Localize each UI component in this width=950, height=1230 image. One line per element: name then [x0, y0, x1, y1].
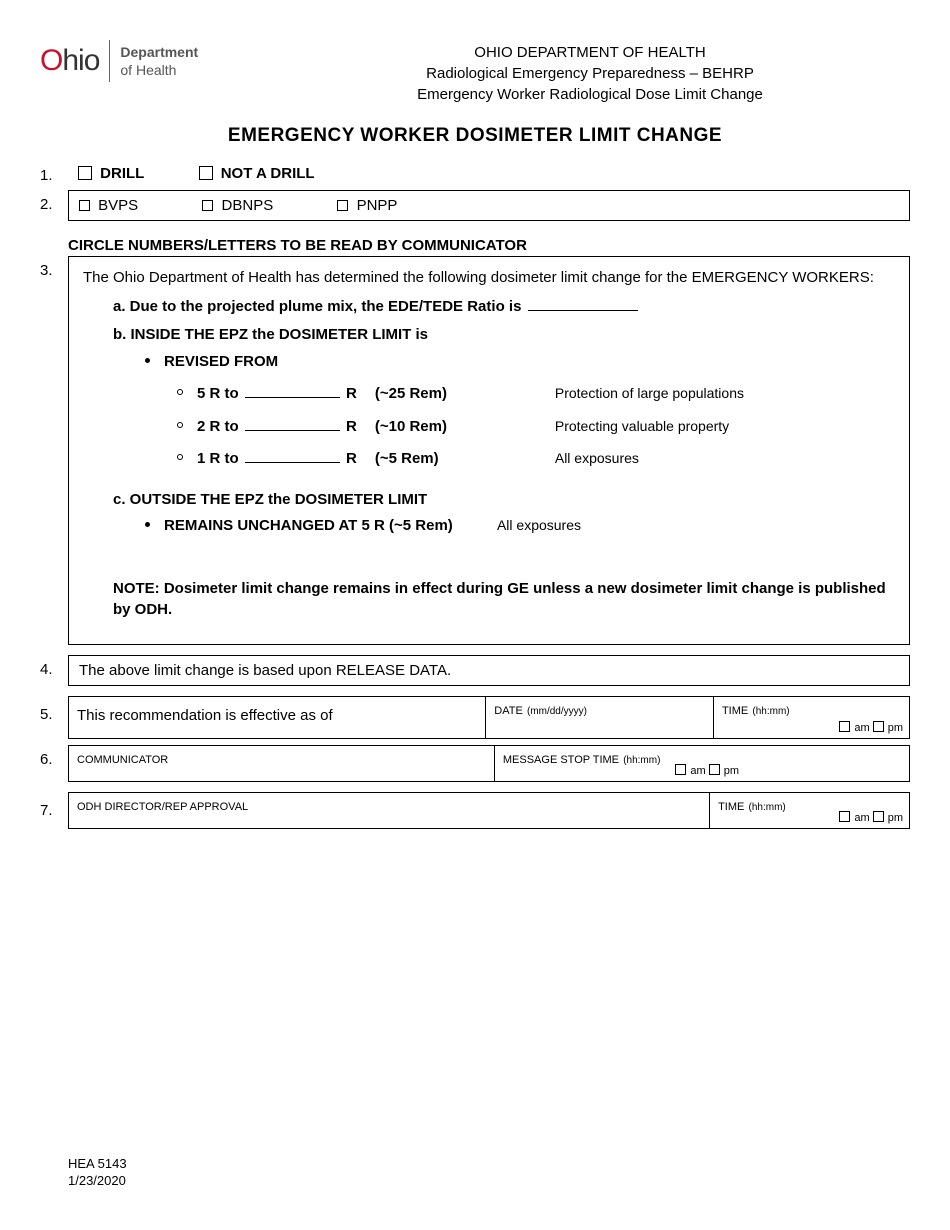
circle-icon [177, 422, 183, 428]
footer: HEA 5143 1/23/2020 [68, 1156, 127, 1190]
row-6-split: COMMUNICATOR MESSAGE STOP TIME (hh:mm) a… [68, 745, 910, 782]
blank-ratio[interactable] [528, 297, 638, 311]
checkbox-am[interactable] [839, 721, 850, 732]
logo-block: Ohio Department of Health [40, 40, 270, 82]
revised-from: REVISED FROM [145, 351, 895, 374]
logo-divider [109, 40, 110, 82]
note-text: NOTE: Dosimeter limit change remains in … [113, 578, 895, 620]
approval-time-cell[interactable]: TIME (hh:mm) am pm [709, 793, 909, 828]
dept-text: Department of Health [120, 43, 198, 79]
checkbox-bvps[interactable] [79, 200, 90, 211]
row-num-1: 1. [40, 165, 68, 184]
item-c-line: REMAINS UNCHANGED AT 5 R (~5 Rem) All ex… [145, 515, 895, 538]
communicator-cell[interactable]: COMMUNICATOR [69, 746, 494, 781]
checkbox-drill[interactable] [78, 166, 92, 180]
main-title: EMERGENCY WORKER DOSIMETER LIMIT CHANGE [40, 125, 910, 147]
ohio-logo: Ohio [40, 44, 99, 78]
bullet-icon [145, 358, 150, 363]
release-data-box: The above limit change is based upon REL… [68, 655, 910, 686]
checkbox-pm[interactable] [709, 764, 720, 775]
stop-time-cell[interactable]: MESSAGE STOP TIME (hh:mm) am pm [494, 746, 909, 781]
section-title: CIRCLE NUMBERS/LETTERS TO BE READ BY COM… [68, 237, 527, 254]
row-num-6: 6. [40, 745, 68, 782]
circle-icon [177, 389, 183, 395]
row-num-3: 3. [40, 256, 68, 645]
row-num-4: 4. [40, 655, 68, 686]
checkbox-pnpp[interactable] [337, 200, 348, 211]
date-cell[interactable]: DATE (mm/dd/yyyy) [485, 697, 713, 738]
row-num-7: 7. [40, 792, 68, 829]
blank-1r[interactable] [245, 449, 340, 463]
checkbox-dbnps[interactable] [202, 200, 213, 211]
circle-icon [177, 454, 183, 460]
time-cell[interactable]: TIME (hh:mm) am pm [713, 697, 909, 738]
blank-2r[interactable] [245, 417, 340, 431]
approval-cell[interactable]: ODH DIRECTOR/REP APPROVAL [69, 793, 709, 828]
limit-line-3: 1 R to R (~5 Rem) All exposures [177, 448, 895, 471]
checkbox-pm[interactable] [873, 811, 884, 822]
checkbox-not-drill[interactable] [199, 166, 213, 180]
plant-row: BVPS DBNPS PNPP [68, 190, 910, 221]
row-num-2: 2. [40, 190, 68, 221]
row-num-5: 5. [40, 696, 68, 739]
limit-line-1: 5 R to R (~25 Rem) Protection of large p… [177, 383, 895, 406]
section-3-box: The Ohio Department of Health has determ… [68, 256, 910, 645]
effective-text: This recommendation is effective as of [69, 697, 485, 738]
bullet-icon [145, 522, 150, 527]
checkbox-pm[interactable] [873, 721, 884, 732]
checkbox-am[interactable] [675, 764, 686, 775]
intro-text: The Ohio Department of Health has determ… [83, 267, 895, 290]
item-c: c. OUTSIDE THE EPZ the DOSIMETER LIMIT [113, 489, 895, 512]
item-b: b. INSIDE THE EPZ the DOSIMETER LIMIT is [113, 324, 895, 347]
item-a: a. Due to the projected plume mix, the E… [113, 296, 895, 319]
row-5-split: This recommendation is effective as of D… [68, 696, 910, 739]
header: Ohio Department of Health OHIO DEPARTMEN… [40, 40, 910, 105]
limit-line-2: 2 R to R (~10 Rem) Protecting valuable p… [177, 416, 895, 439]
checkbox-am[interactable] [839, 811, 850, 822]
drill-row: DRILL NOT A DRILL [68, 165, 910, 184]
row-7-split: ODH DIRECTOR/REP APPROVAL TIME (hh:mm) a… [68, 792, 910, 829]
header-titles: OHIO DEPARTMENT OF HEALTH Radiological E… [270, 40, 910, 105]
blank-5r[interactable] [245, 384, 340, 398]
